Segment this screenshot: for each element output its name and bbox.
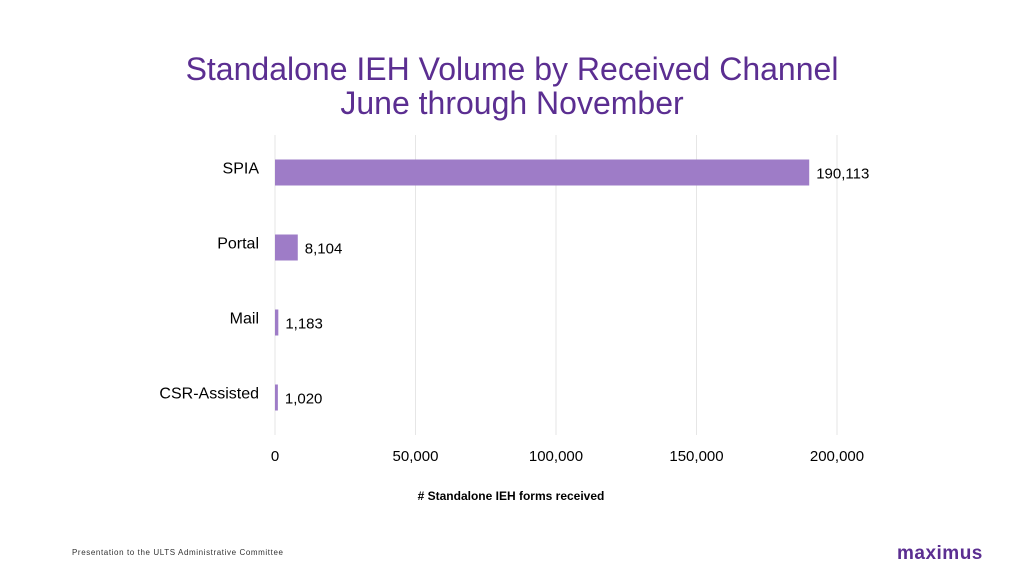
data-labels: 190,113 8,104 1,183 1,020 [285,166,869,408]
x-axis-title: # Standalone IEH forms received [418,489,605,503]
bar [275,159,810,186]
category-labels: SPIA Portal Mail CSR-Assisted [159,161,259,403]
x-tick-label: 100,000 [529,448,583,465]
category-label: CSR-Assisted [159,386,259,403]
data-label: 8,104 [305,241,343,258]
x-tick-label: 200,000 [810,448,864,465]
maximus-logo: maximus [897,543,983,564]
x-axis-tick-labels: 0 50,000 100,000 150,000 200,000 [271,448,864,465]
chart-title-line-2: June through November [340,85,684,121]
bar [275,234,298,261]
x-tick-label: 0 [271,448,279,465]
bar [275,384,278,411]
category-label: SPIA [223,161,260,178]
category-label: Mail [230,311,259,328]
chart-title: Standalone IEH Volume by Received Channe… [0,52,1024,120]
footer-text: Presentation to the ULTS Administrative … [72,548,284,557]
bar [275,309,279,336]
data-label: 1,020 [285,391,323,408]
chart-title-line-1: Standalone IEH Volume by Received Channe… [185,51,839,87]
bars [275,159,810,411]
category-label: Portal [217,236,259,253]
x-tick-label: 50,000 [393,448,439,465]
x-tick-label: 150,000 [669,448,723,465]
data-label: 1,183 [285,316,323,333]
data-label: 190,113 [816,166,869,183]
